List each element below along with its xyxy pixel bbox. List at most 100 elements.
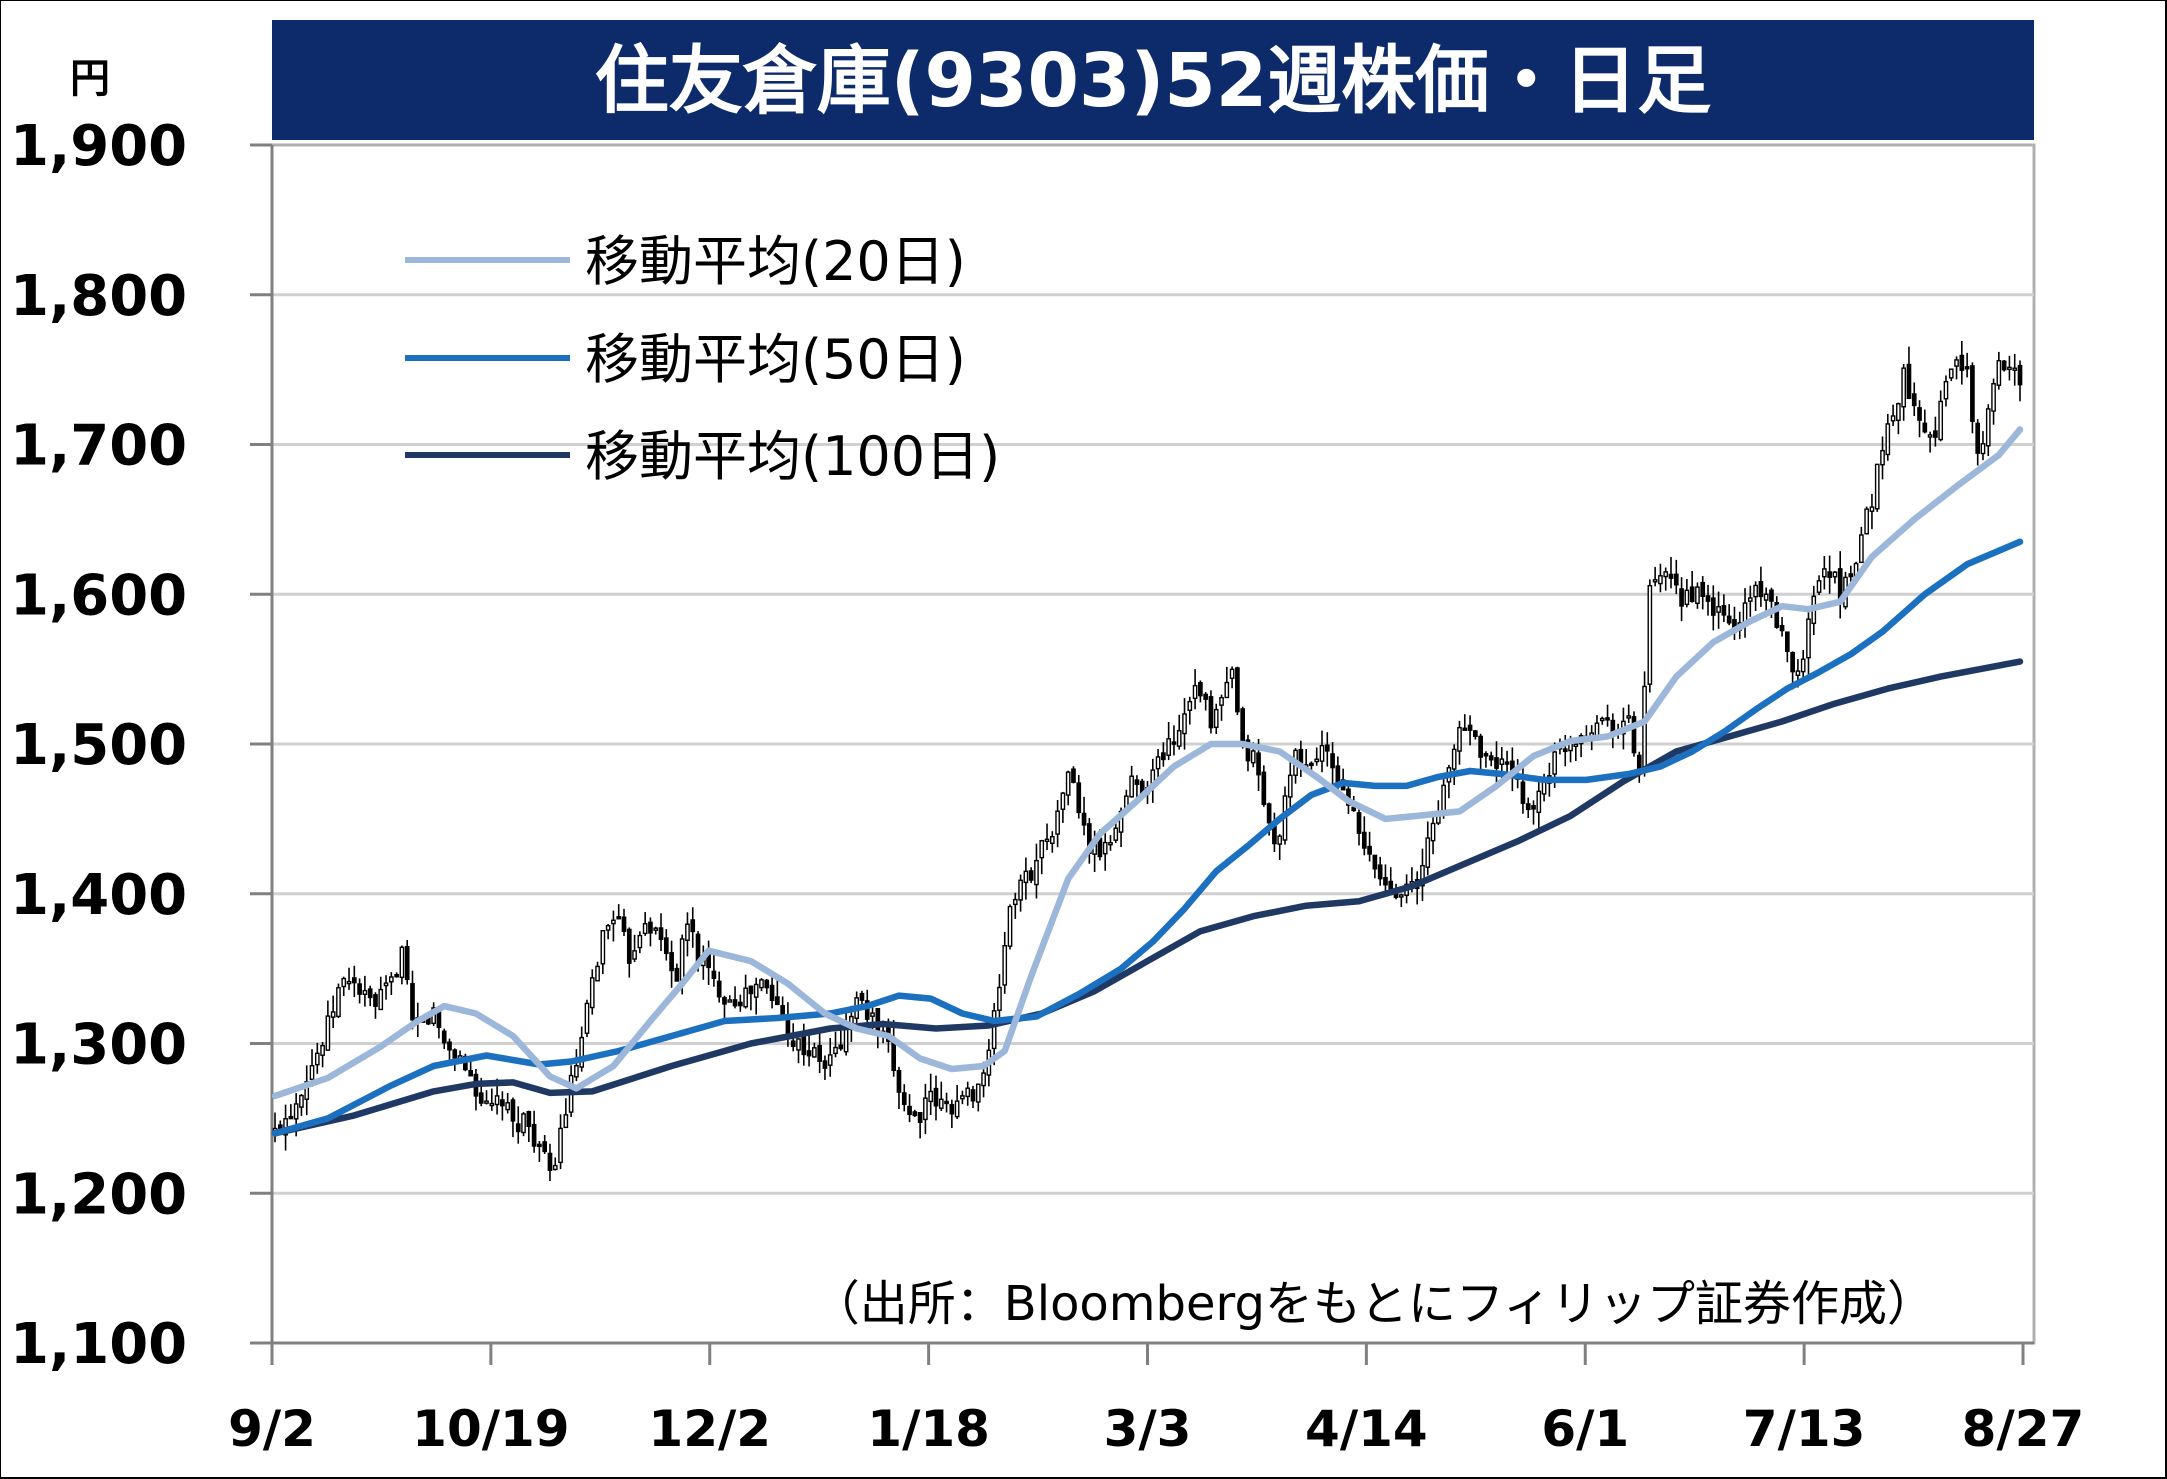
candlestick — [1287, 757, 1293, 809]
x-tick-labels: 9/2 10/19 12/2 1/18 3/3 4/14 6/1 7/13 8/27 — [228, 1400, 2084, 1458]
candlestick — [1192, 669, 1198, 710]
candle-body — [468, 1069, 473, 1077]
candle-body — [1430, 822, 1436, 842]
candlestick — [653, 926, 659, 935]
candle-body — [912, 1111, 918, 1117]
y-tick-label: 1,300 — [10, 1013, 187, 1078]
candle-body — [960, 1095, 965, 1100]
candle-body — [928, 1090, 934, 1103]
candlestick — [1996, 351, 2002, 390]
candlestick — [605, 923, 611, 940]
candle-body — [325, 1015, 331, 1051]
candle-body — [1747, 597, 1753, 602]
candle-body — [383, 982, 389, 987]
candlestick — [1076, 775, 1082, 819]
candlestick — [441, 1028, 447, 1050]
candlestick — [1002, 931, 1008, 994]
candlestick — [737, 994, 743, 1012]
candlestick — [515, 1106, 521, 1144]
candle-body — [367, 988, 373, 999]
candlestick — [1018, 874, 1023, 912]
candlestick — [753, 977, 759, 1015]
candle-body — [589, 977, 595, 1009]
candlestick — [1684, 578, 1690, 608]
y-tick-label: 1,400 — [10, 863, 187, 928]
candlestick — [526, 1110, 532, 1142]
candlestick — [521, 1112, 526, 1137]
candle-body — [1367, 845, 1372, 855]
candle-body — [1753, 584, 1758, 598]
y-tick-labels: 1,100 1,200 1,300 1,400 1,500 1,600 1,700 1,800… — [10, 114, 187, 1377]
candle-body — [309, 1065, 315, 1080]
candle-body — [1039, 840, 1045, 859]
candle-body — [648, 921, 653, 934]
x-tick-label: 7/13 — [1743, 1400, 1866, 1458]
candlestick — [1108, 835, 1113, 851]
candle-body — [1504, 761, 1510, 765]
candle-body — [1023, 870, 1029, 884]
candlestick — [796, 1038, 801, 1064]
candle-body — [600, 930, 606, 965]
candlestick — [1261, 765, 1267, 807]
candle-body — [521, 1113, 526, 1134]
candlestick — [1573, 740, 1579, 761]
candle-body — [1330, 753, 1335, 769]
candle-body — [769, 984, 775, 1002]
candle-body — [552, 1164, 558, 1171]
candlestick — [1832, 571, 1838, 584]
candlestick — [1679, 577, 1684, 622]
candle-body — [1933, 430, 1938, 438]
candle-body — [690, 919, 696, 933]
candle-body — [1060, 792, 1066, 810]
candle-body — [494, 1095, 500, 1106]
candlestick — [1880, 436, 1885, 480]
candle-body — [1229, 668, 1235, 679]
candle-body — [1911, 393, 1917, 407]
candlestick — [1235, 666, 1240, 716]
moving-average-lines — [271, 426, 2024, 1137]
candle-body — [1859, 534, 1864, 564]
candle-body — [1483, 752, 1489, 757]
candle-body — [870, 1012, 875, 1017]
candle-body — [314, 1052, 320, 1066]
candlestick — [1758, 566, 1764, 607]
candle-body — [1964, 366, 1970, 370]
candle-body — [748, 985, 754, 995]
candlestick — [1171, 725, 1177, 756]
y-tick-label: 1,900 — [10, 114, 187, 179]
candlestick — [357, 978, 362, 1004]
candle-body — [944, 1100, 949, 1105]
candle-body — [1795, 670, 1801, 676]
y-tick-label: 1,200 — [10, 1162, 187, 1227]
candlestick — [1599, 716, 1605, 725]
candlestick — [1467, 715, 1473, 746]
candle-body — [441, 1030, 447, 1044]
candle-body — [1240, 708, 1246, 744]
candle-body — [1948, 368, 1954, 379]
candlestick — [1161, 742, 1166, 767]
candle-body — [637, 934, 643, 949]
candle-body — [293, 1103, 299, 1120]
candlestick — [558, 1114, 563, 1170]
candlestick — [1525, 797, 1531, 818]
candle-body — [901, 1092, 907, 1105]
candle-body — [1161, 752, 1166, 761]
candle-body — [574, 1065, 579, 1078]
candle-body — [542, 1141, 548, 1153]
candle-body — [1034, 859, 1039, 886]
candlestick — [1277, 834, 1283, 860]
candle-body — [1081, 812, 1087, 826]
candle-body — [505, 1102, 511, 1111]
candlestick — [388, 972, 394, 995]
candle-body — [1695, 586, 1700, 604]
candle-body — [362, 989, 368, 995]
candle-body — [1599, 717, 1605, 722]
candle-body — [1356, 812, 1362, 834]
candle-body — [1874, 463, 1880, 510]
candle-body — [653, 927, 659, 931]
candle-body — [1869, 506, 1875, 512]
candle-body — [1800, 658, 1806, 673]
candle-body — [1631, 716, 1637, 754]
candlestick — [542, 1135, 548, 1154]
candlestick — [1430, 812, 1436, 855]
